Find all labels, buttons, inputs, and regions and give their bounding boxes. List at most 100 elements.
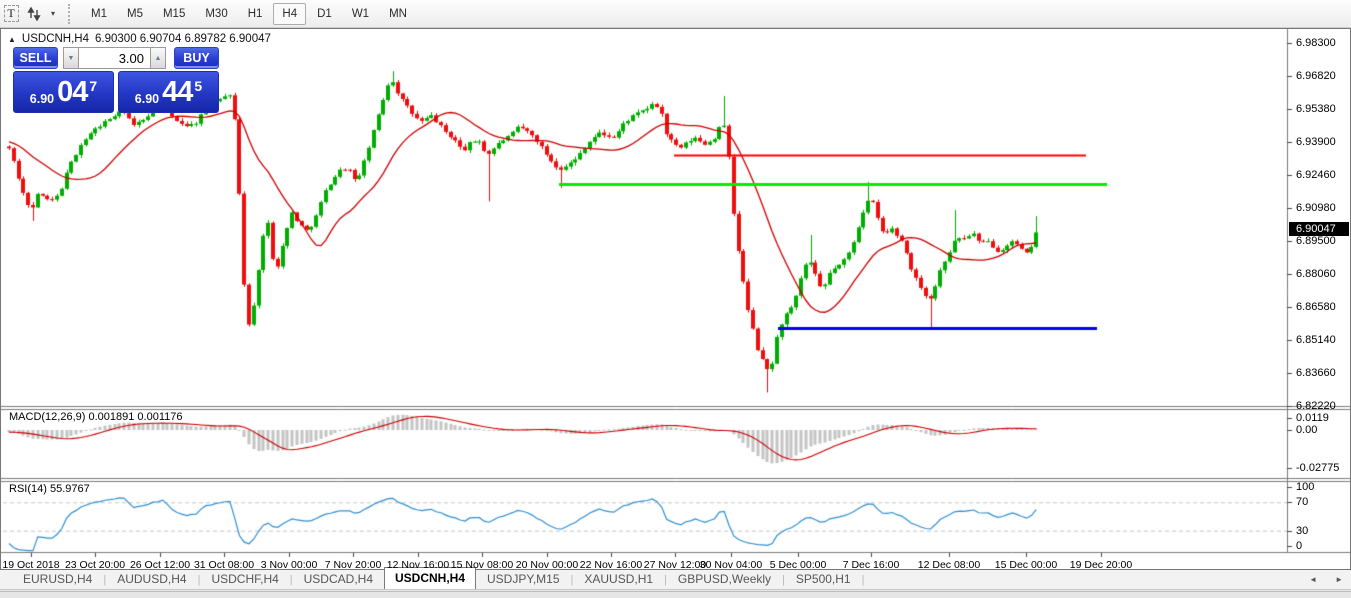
sell-price-big-digits: 04 <box>57 75 88 108</box>
tf-button-M5[interactable]: M5 <box>126 7 143 20</box>
arrows-icon <box>27 6 41 21</box>
toolbar-grip-handle[interactable] <box>68 3 75 24</box>
rsi-label: RSI(14) 55.9767 <box>9 483 90 495</box>
time-axis-label: 5 Dec 00:00 <box>769 559 827 570</box>
time-axis-label: 22 Nov 16:00 <box>579 559 643 570</box>
macd-label: MACD(12,26,9) 0.001891 0.001176 <box>9 411 183 423</box>
price-axis-label: 6.88060 <box>1296 268 1336 280</box>
timeframe-toolbar: M1 M5 M15 M30 H1 H4 D1 W1 MN <box>81 0 417 28</box>
tf-button-W1[interactable]: W1 <box>351 7 370 20</box>
sell-button[interactable]: SELL <box>13 47 58 69</box>
tf-button-D1[interactable]: D1 <box>317 7 332 20</box>
time-axis-label: 31 Oct 08:00 <box>193 559 255 570</box>
chevron-down-icon: ▼ <box>67 54 75 62</box>
tab-USDCAD-H4[interactable]: USDCAD,H4 <box>303 572 373 586</box>
tab-separator: | <box>289 574 293 586</box>
price-axis-label: 6.92460 <box>1296 169 1336 181</box>
chart-title: ▲ USDCNH,H4 6.90300 6.90704 6.89782 6.90… <box>8 33 271 45</box>
time-axis-label: 15 Nov 08:00 <box>450 559 514 570</box>
tab-USDCHF-H4[interactable]: USDCHF,H4 <box>211 572 279 586</box>
tf-button-H1[interactable]: H1 <box>247 7 263 20</box>
text-tool-icon: T <box>3 5 19 22</box>
time-axis-label: 19 Oct 2018 <box>2 559 60 570</box>
chevron-down-icon: ▾ <box>50 9 55 18</box>
tab-separator: | <box>197 574 201 586</box>
sell-price-pip-digit: 7 <box>89 78 98 94</box>
price-axis-label: 6.89500 <box>1296 235 1336 247</box>
macd-axis-label: 0.0119 <box>1296 412 1329 424</box>
tab-USDCNH-H4[interactable]: USDCNH,H4 <box>384 567 477 589</box>
tab-scroll-right-icon[interactable]: ► <box>1335 575 1343 584</box>
buy-button[interactable]: BUY <box>174 47 219 69</box>
price-axis-label: 6.86580 <box>1296 301 1336 313</box>
time-axis-label: 15 Dec 00:00 <box>994 559 1058 570</box>
time-axis-label: 20 Nov 00:00 <box>515 559 579 570</box>
chart-ohlc-values: 6.90300 6.90704 6.89782 6.90047 <box>95 33 271 45</box>
current-price-badge: 6.90047 <box>1289 222 1349 236</box>
tab-GBPUSD-Weekly[interactable]: GBPUSD,Weekly <box>677 572 772 586</box>
buy-price-big-digits: 44 <box>162 75 193 108</box>
tab-separator: | <box>570 574 574 586</box>
chart-tab-bar: EURUSD,H4 | AUDUSD,H4 | USDCHF,H4 | USDCAD,H4 U… <box>0 567 1351 590</box>
macd-axis-label: 0.00 <box>1296 424 1318 436</box>
rsi-axis-label: 0 <box>1296 540 1303 552</box>
rsi-axis-label: 70 <box>1296 496 1309 508</box>
time-axis-label: 7 Nov 20:00 <box>324 559 382 570</box>
price-axis-label: 6.85140 <box>1296 334 1336 346</box>
collapse-panel-icon[interactable]: ▲ <box>8 34 16 44</box>
sell-price-prefix: 6.90 <box>29 92 55 106</box>
tf-button-MN[interactable]: MN <box>389 7 407 20</box>
spacer <box>166 47 174 69</box>
price-axis-label: 6.83660 <box>1296 367 1336 379</box>
tab-scroll-left-icon[interactable]: ◄ <box>1309 575 1318 584</box>
price-axis-label: 6.90980 <box>1296 202 1336 214</box>
chart-tabs: EURUSD,H4 | AUDUSD,H4 | USDCHF,H4 | USDCAD,H4 U… <box>12 567 865 589</box>
time-axis-label: 7 Dec 16:00 <box>842 559 900 570</box>
one-click-trading-panel: SELL ▼ 3.00 ▲ BUY 6.90 04 7 6 <box>13 47 219 113</box>
status-bar <box>0 591 1351 598</box>
top-toolbar: T ▾ M1 M5 M15 M30 H1 H4 D1 W1 MN <box>0 0 1351 28</box>
time-axis-label: 30 Nov 04:00 <box>699 559 763 570</box>
tab-XAUUSD-H1[interactable]: XAUUSD,H1 <box>584 572 654 586</box>
tf-button-H4[interactable]: H4 <box>273 2 307 25</box>
text-tool-button[interactable]: T <box>1 3 21 25</box>
time-axis-label: 19 Dec 20:00 <box>1069 559 1133 570</box>
tab-EURUSD-H4[interactable]: EURUSD,H4 <box>23 572 93 586</box>
rsi-axis-label: 30 <box>1296 525 1309 537</box>
time-axis-label: 26 Oct 12:00 <box>129 559 191 570</box>
rsi-axis-label: 100 <box>1296 481 1315 493</box>
time-axis-label: 12 Dec 08:00 <box>917 559 981 570</box>
time-axis-label: 12 Nov 16:00 <box>386 559 450 570</box>
tf-button-M1[interactable]: M1 <box>91 7 107 20</box>
volume-decrease-button[interactable]: ▼ <box>63 47 79 69</box>
tab-separator: | <box>861 574 865 586</box>
price-axis-label: 6.82220 <box>1296 400 1336 412</box>
chart-symbol: USDCNH,H4 <box>21 33 90 45</box>
buy-price-prefix: 6.90 <box>134 92 160 106</box>
time-axis-label: 3 Nov 00:00 <box>260 559 318 570</box>
buy-price-display[interactable]: 6.90 44 5 <box>118 71 219 113</box>
tab-USDJPY-M15[interactable]: USDJPY,M15 <box>487 572 560 586</box>
tf-button-M15[interactable]: M15 <box>162 7 186 20</box>
buy-price-pip-digit: 5 <box>194 78 203 94</box>
macd-axis-label: -0.02775 <box>1296 462 1340 474</box>
tab-SP500-H1[interactable]: SP500,H1 <box>795 572 851 586</box>
arrows-tool-button[interactable] <box>23 3 45 25</box>
price-axis-label: 6.95380 <box>1296 103 1336 115</box>
tf-button-M30[interactable]: M30 <box>205 7 228 20</box>
time-axis-label: 23 Oct 20:00 <box>64 559 126 570</box>
time-axis-label: 27 Nov 12:00 <box>643 559 707 570</box>
tab-AUDUSD-H4[interactable]: AUDUSD,H4 <box>117 572 187 586</box>
sell-price-display[interactable]: 6.90 04 7 <box>13 71 114 113</box>
volume-increase-button[interactable]: ▲ <box>150 47 166 69</box>
volume-input[interactable]: 3.00 <box>79 47 150 69</box>
tab-separator: | <box>103 574 107 586</box>
chart-canvas[interactable] <box>1 29 1350 569</box>
price-axis-label: 6.96820 <box>1296 70 1336 82</box>
tab-separator: | <box>664 574 667 586</box>
arrows-tool-dropdown[interactable]: ▾ <box>47 3 59 25</box>
price-axis-label: 6.93900 <box>1296 136 1336 148</box>
chevron-up-icon: ▲ <box>154 54 162 62</box>
chart-window: ▲ USDCNH,H4 6.90300 6.90704 6.89782 6.90… <box>0 28 1351 570</box>
